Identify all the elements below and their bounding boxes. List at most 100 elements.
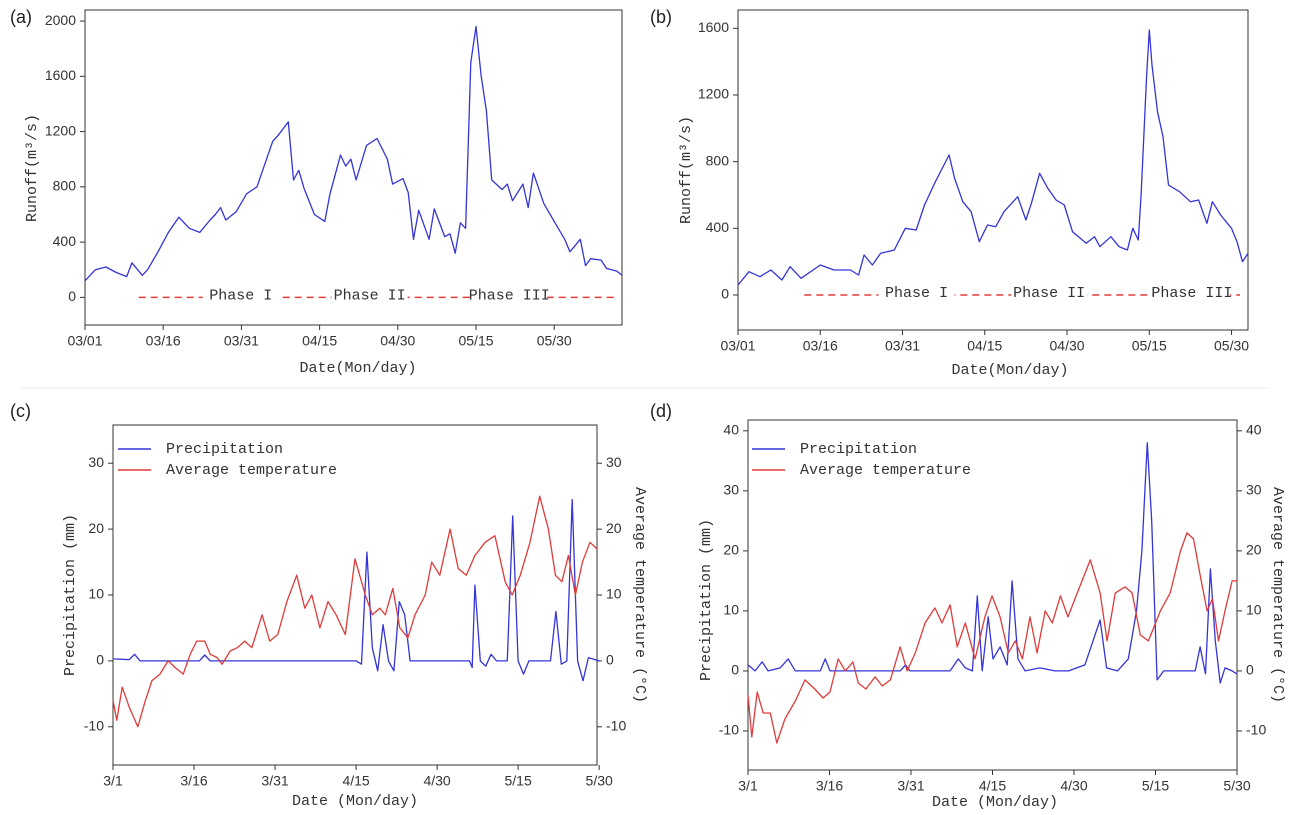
y2-tick-label: 20 <box>606 520 622 536</box>
x-axis-label: Date(Mon/day) <box>299 360 416 377</box>
y2-tick-label: 10 <box>606 586 622 602</box>
y-axis-label: Runoff(m³/s) <box>678 116 695 224</box>
phase-label-bg <box>878 285 955 305</box>
x-tick-label: 3/1 <box>103 773 123 789</box>
y-tick-label: 20 <box>723 542 739 558</box>
y-axis-label: Precipitation (mm) <box>698 519 715 681</box>
phase-label-bg <box>331 287 408 308</box>
panel-label: (a) <box>10 7 32 27</box>
plot-frame <box>737 9 1249 331</box>
legend-label: Precipitation <box>166 441 283 458</box>
x-tick-label: 5/15 <box>505 773 532 789</box>
series-line <box>112 495 598 728</box>
phase-label-bg <box>202 287 279 308</box>
x-tick-label: 5/30 <box>1223 778 1250 794</box>
phase-label: Phase III <box>1151 285 1232 302</box>
x-tick-label: 04/15 <box>967 338 1002 354</box>
x-tick-label: 05/15 <box>458 333 493 349</box>
phase-label-bg <box>471 287 548 308</box>
series-line <box>747 532 1237 744</box>
y-tick-label: 40 <box>723 422 739 438</box>
x-axis-label: Date (Mon/day) <box>292 793 418 810</box>
x-tick-label: 4/30 <box>423 773 450 789</box>
y-tick-label: 800 <box>706 152 730 168</box>
panel-label: (b) <box>650 7 672 27</box>
x-tick-label: 4/30 <box>1060 778 1087 794</box>
y2-tick-label: -10 <box>606 717 626 733</box>
x-tick-label: 04/30 <box>1050 338 1085 354</box>
y-tick-label: 400 <box>706 219 730 235</box>
legend-label: Average temperature <box>166 462 337 479</box>
x-tick-label: 3/16 <box>816 778 843 794</box>
x-tick-label: 05/15 <box>1132 338 1167 354</box>
y-tick-label: 30 <box>723 482 739 498</box>
x-tick-label: 3/1 <box>738 778 758 794</box>
y-tick-label: 20 <box>88 520 104 536</box>
y2-axis-label: Average temperature (°C) <box>631 487 648 703</box>
x-tick-label: 5/30 <box>586 773 613 789</box>
series-line <box>747 442 1238 684</box>
y2-tick-label: 10 <box>1246 602 1262 618</box>
y2-tick-label: 0 <box>1246 662 1254 678</box>
x-tick-label: 3/31 <box>261 773 288 789</box>
y-tick-label: 0 <box>68 288 76 304</box>
x-tick-label: 04/30 <box>380 333 415 349</box>
x-tick-label: 4/15 <box>979 778 1006 794</box>
x-tick-label: 03/31 <box>224 333 259 349</box>
y-tick-label: 400 <box>53 233 77 249</box>
series-line <box>737 29 1249 286</box>
x-tick-label: 03/31 <box>885 338 920 354</box>
y-tick-label: 10 <box>88 586 104 602</box>
x-tick-label: 03/16 <box>146 333 181 349</box>
phase-label: Phase II <box>1013 285 1085 302</box>
x-tick-label: 03/16 <box>803 338 838 354</box>
y-tick-label: 1600 <box>45 67 76 83</box>
x-tick-label: 3/16 <box>180 773 207 789</box>
y2-tick-label: 30 <box>606 454 622 470</box>
y2-tick-label: 0 <box>606 652 614 668</box>
y-tick-label: 0 <box>731 662 739 678</box>
y2-tick-label: 20 <box>1246 542 1262 558</box>
series-line <box>84 25 623 282</box>
y-tick-label: 800 <box>53 178 77 194</box>
legend-label: Average temperature <box>800 462 971 479</box>
plot-frame <box>84 9 623 326</box>
x-tick-label: 05/30 <box>537 333 572 349</box>
x-axis-label: Date (Mon/day) <box>932 794 1058 811</box>
y2-tick-label: -10 <box>1246 722 1266 738</box>
phase-label: Phase I <box>885 285 948 302</box>
y2-tick-label: 30 <box>1246 482 1262 498</box>
y-axis-label: Runoff(m³/s) <box>24 114 41 222</box>
y-tick-label: 1200 <box>698 86 729 102</box>
x-tick-label: 04/15 <box>302 333 337 349</box>
x-tick-label: 03/01 <box>67 333 102 349</box>
y2-tick-label: 40 <box>1246 422 1262 438</box>
x-tick-label: 03/01 <box>720 338 755 354</box>
x-tick-label: 05/30 <box>1214 338 1249 354</box>
phase-label-bg <box>1153 285 1230 305</box>
y-tick-label: 30 <box>88 454 104 470</box>
y-tick-label: 1600 <box>698 19 729 35</box>
x-tick-label: 5/15 <box>1142 778 1169 794</box>
x-tick-label: 4/15 <box>342 773 369 789</box>
phase-label: Phase III <box>469 287 550 304</box>
series-line <box>112 498 600 682</box>
phase-label-bg <box>1011 285 1088 305</box>
panel-label: (d) <box>650 401 672 421</box>
x-axis-label: Date(Mon/day) <box>951 362 1068 379</box>
y-axis-label: Precipitation (mm) <box>62 514 79 676</box>
y-tick-label: 0 <box>721 286 729 302</box>
x-tick-label: 3/31 <box>897 778 924 794</box>
y2-axis-label: Average temperature (°C) <box>1269 487 1286 703</box>
y-tick-label: -10 <box>84 717 104 733</box>
phase-label: Phase II <box>334 287 406 304</box>
y-tick-label: 10 <box>723 602 739 618</box>
y-tick-label: 1200 <box>45 122 76 138</box>
panel-label: (c) <box>10 401 31 421</box>
phase-label: Phase I <box>209 287 272 304</box>
legend-label: Precipitation <box>800 441 917 458</box>
y-tick-label: -10 <box>719 722 739 738</box>
y-tick-label: 0 <box>96 652 104 668</box>
